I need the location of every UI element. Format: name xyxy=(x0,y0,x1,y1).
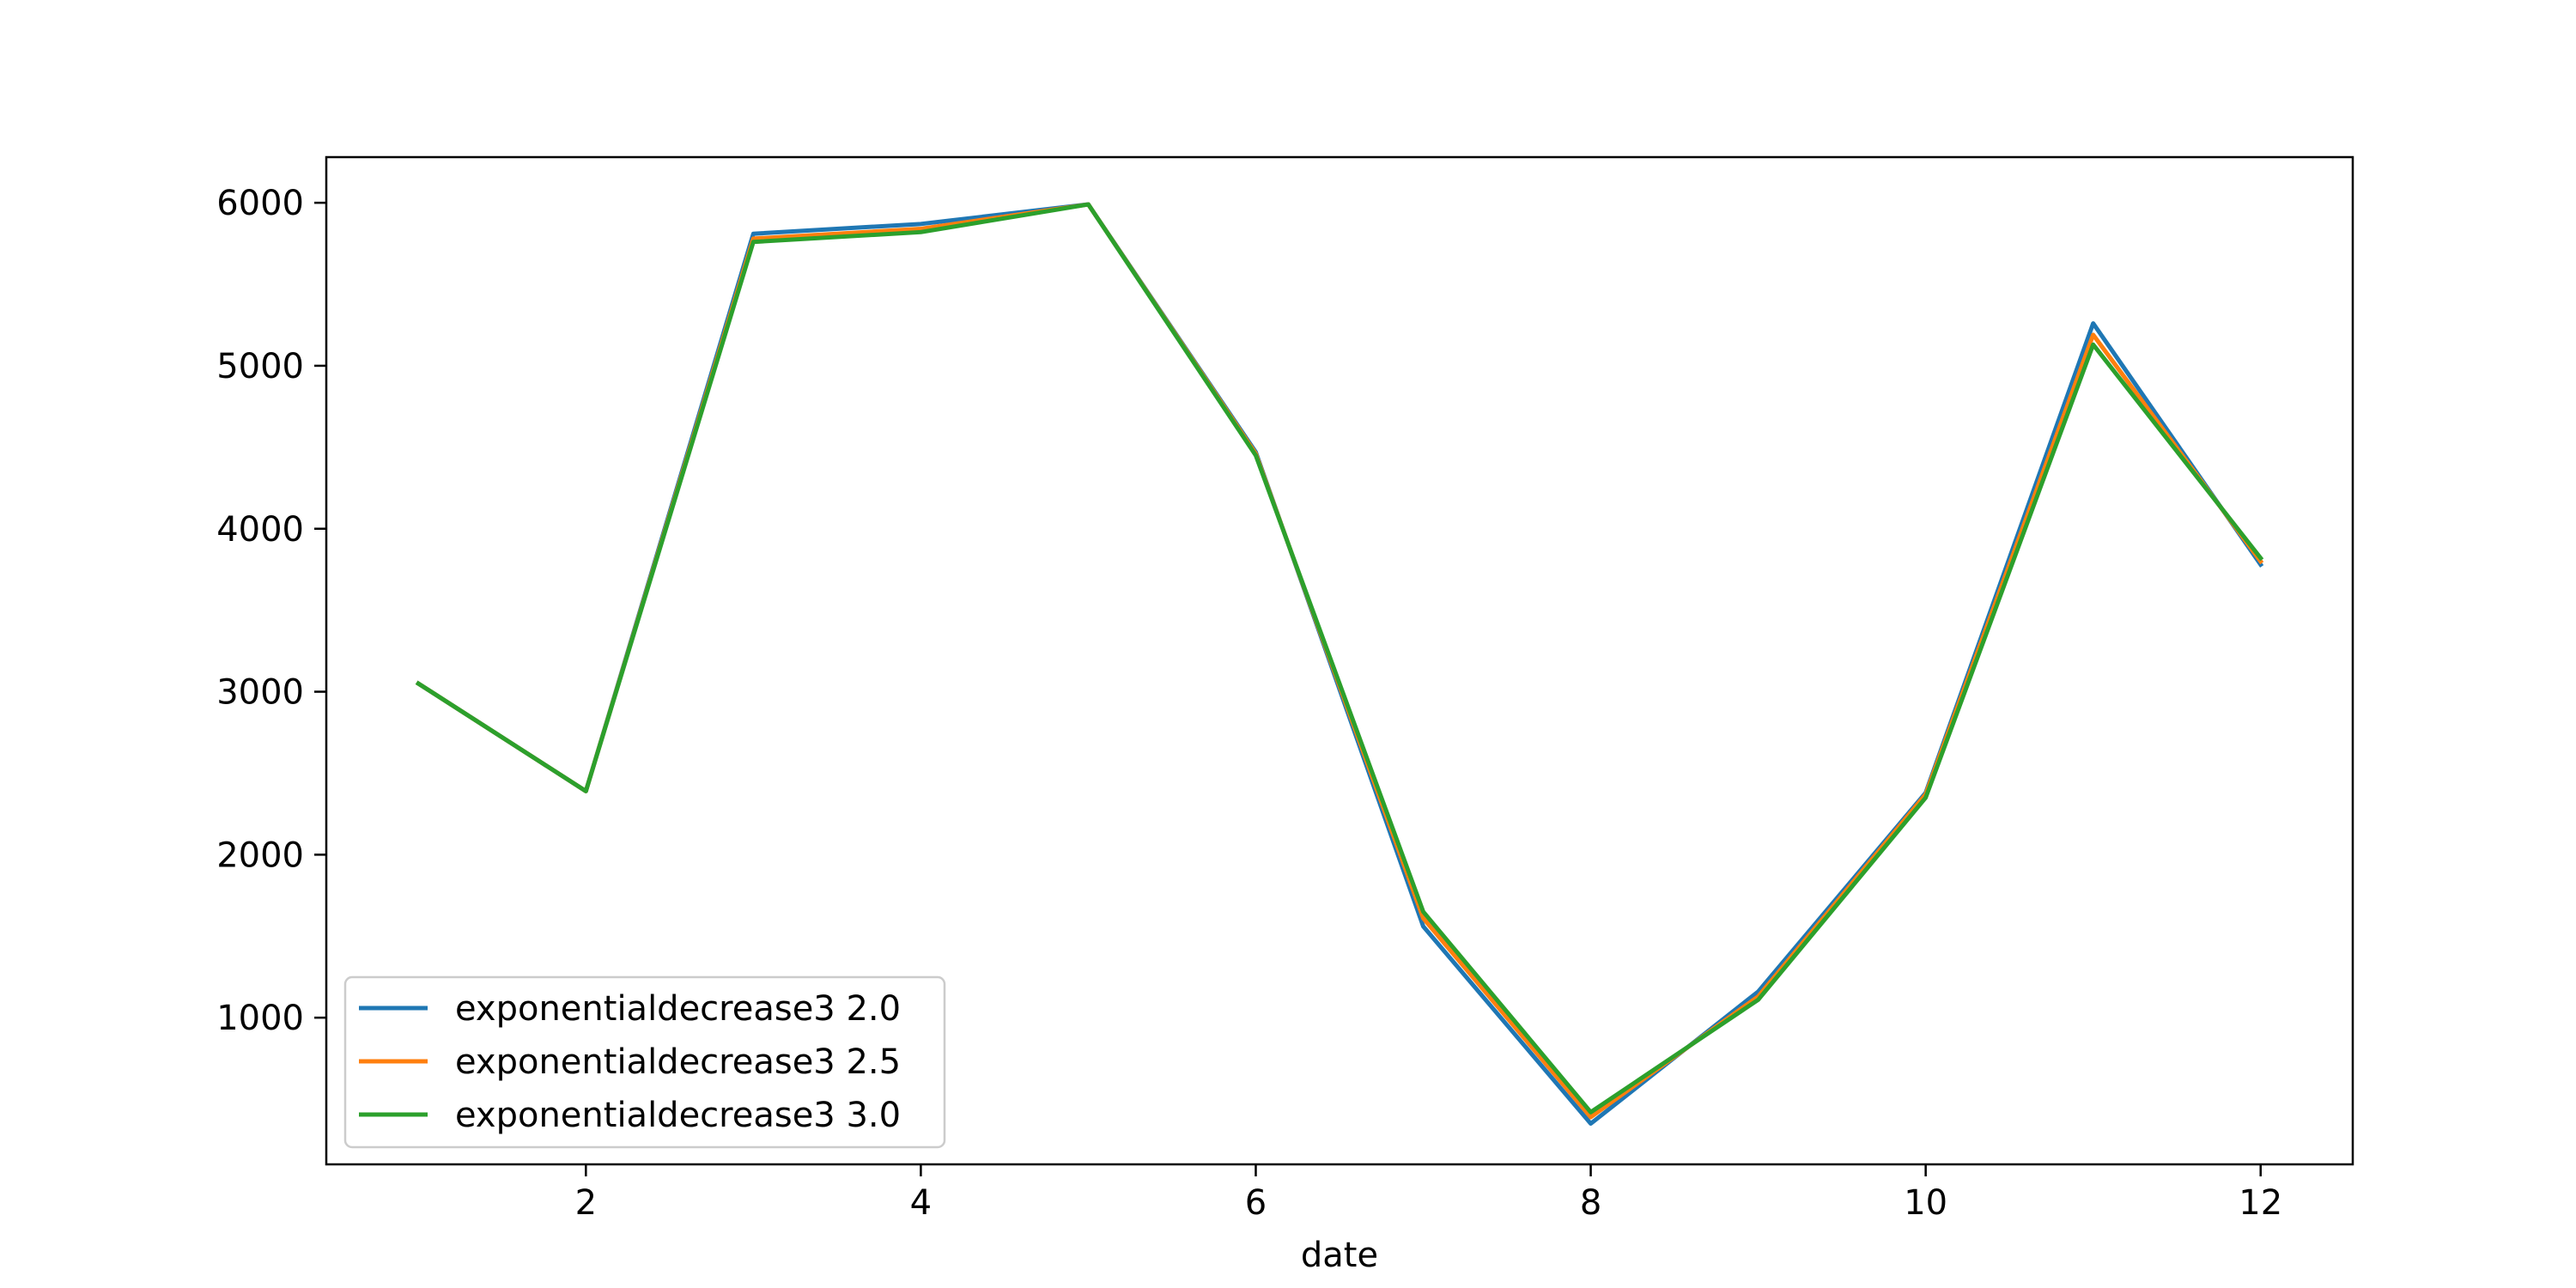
x-tick-label: 4 xyxy=(910,1183,932,1223)
y-tick-label: 5000 xyxy=(216,347,304,386)
plot-area-frame xyxy=(325,155,2354,1166)
y-tick-label: 3000 xyxy=(216,673,304,713)
y-tick-label: 4000 xyxy=(216,510,304,550)
legend-label-3: exponentialdecrease3 3.0 xyxy=(455,1096,901,1135)
legend-box xyxy=(343,975,946,1149)
legend: exponentialdecrease3 2.0 exponentialdecre… xyxy=(343,975,946,1149)
series-layer xyxy=(415,202,2264,1127)
x-tick-label: 6 xyxy=(1245,1183,1267,1223)
legend-label-2: exponentialdecrease3 2.5 xyxy=(455,1042,901,1082)
x-axis: 2 4 6 8 10 12 xyxy=(575,1164,2282,1223)
x-tick-label: 12 xyxy=(2239,1183,2282,1223)
y-tick-label: 2000 xyxy=(216,835,304,875)
x-axis-label: date xyxy=(1301,1236,1378,1275)
y-axis: 1000 2000 3000 4000 5000 6000 xyxy=(216,184,326,1038)
legend-label-1: exponentialdecrease3 2.0 xyxy=(455,989,901,1029)
x-tick-label: 2 xyxy=(575,1183,597,1223)
series-line-3 xyxy=(415,202,2264,1115)
y-tick-label: 6000 xyxy=(216,184,304,223)
y-tick-label: 1000 xyxy=(216,999,304,1038)
x-tick-label: 8 xyxy=(1580,1183,1601,1223)
x-tick-label: 10 xyxy=(1904,1183,1947,1223)
